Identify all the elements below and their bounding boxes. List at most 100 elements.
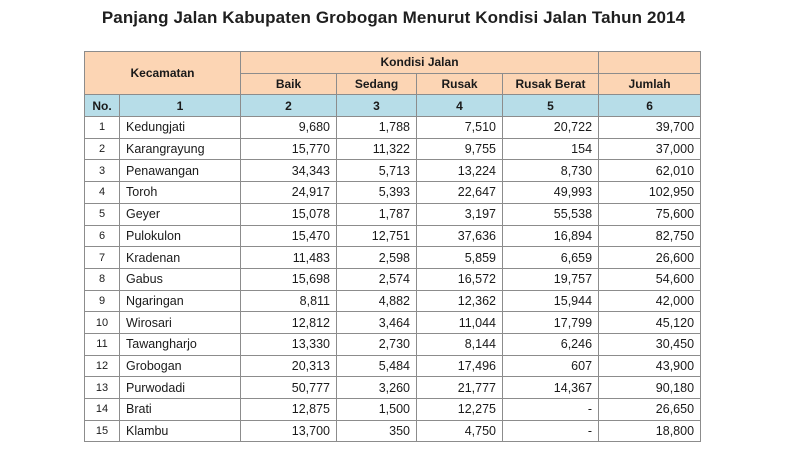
table-row: 4 Toroh 24,917 5,393 22,647 49,993 102,950 xyxy=(84,181,702,204)
rusak-berat-value: 6,246 xyxy=(501,332,600,356)
road-condition-table: Kecamatan Kondisi Jalan Baik Sedang Rusa… xyxy=(84,50,702,443)
kecamatan-name: Klambu xyxy=(119,419,241,443)
rusak-value: 8,144 xyxy=(416,332,503,356)
rusak-value: 37,636 xyxy=(416,224,503,248)
rusak-berat-value: 16,894 xyxy=(501,224,600,248)
header-rusak-berat: Rusak Berat xyxy=(501,72,600,96)
kecamatan-name: Pulokulon xyxy=(119,224,241,248)
baik-value: 15,470 xyxy=(240,224,337,248)
kecamatan-name: Purwodadi xyxy=(119,376,241,399)
table-row: 2 Karangrayung 15,770 11,322 9,755 154 37,000 xyxy=(84,137,702,161)
baik-value: 15,078 xyxy=(240,202,337,226)
row-number: 1 xyxy=(84,116,120,139)
kecamatan-name: Toroh xyxy=(119,181,241,204)
row-number: 9 xyxy=(84,289,120,313)
table-row: 9 Ngaringan 8,811 4,882 12,362 15,944 42,000 xyxy=(84,289,702,313)
table-row: 11 Tawangharjo 13,330 2,730 8,144 6,246 30,450 xyxy=(84,332,702,356)
rusak-value: 11,044 xyxy=(416,311,503,334)
rusak-berat-value: 154 xyxy=(501,137,600,161)
baik-value: 13,330 xyxy=(240,332,337,356)
header-jumlah: Jumlah xyxy=(598,72,702,96)
table-row: 8 Gabus 15,698 2,574 16,572 19,757 54,600 xyxy=(84,267,702,291)
page-title: Panjang Jalan Kabupaten Grobogan Menurut… xyxy=(101,8,686,27)
baik-value: 50,777 xyxy=(240,376,337,399)
sedang-value: 350 xyxy=(336,419,417,443)
kecamatan-name: Gabus xyxy=(119,267,241,291)
jumlah-value: 45,120 xyxy=(598,311,702,334)
baik-value: 11,483 xyxy=(240,246,337,269)
jumlah-value: 75,600 xyxy=(598,202,702,226)
rusak-berat-value: 49,993 xyxy=(501,181,600,204)
header-baik: Baik xyxy=(240,72,337,96)
rusak-value: 16,572 xyxy=(416,267,503,291)
index-col-3: 3 xyxy=(336,94,417,118)
index-col-2: 2 xyxy=(240,94,337,118)
kecamatan-name: Kradenan xyxy=(119,246,241,269)
table-row: 3 Penawangan 34,343 5,713 13,224 8,730 62,010 xyxy=(84,159,702,183)
kecamatan-name: Penawangan xyxy=(119,159,241,183)
rusak-value: 13,224 xyxy=(416,159,503,183)
jumlah-value: 42,000 xyxy=(598,289,702,313)
sedang-value: 4,882 xyxy=(336,289,417,313)
kecamatan-name: Ngaringan xyxy=(119,289,241,313)
table-row: 14 Brati 12,875 1,500 12,275-26,650 xyxy=(84,398,702,421)
jumlah-value: 39,700 xyxy=(598,116,702,139)
row-number: 13 xyxy=(84,376,120,399)
sedang-value: 1,787 xyxy=(336,202,417,226)
sedang-value: 5,393 xyxy=(336,181,417,204)
baik-value: 34,343 xyxy=(240,159,337,183)
table-row: 12 Grobogan 20,313 5,484 17,496 607 43,900 xyxy=(84,354,702,378)
sedang-value: 2,730 xyxy=(336,332,417,356)
row-number: 7 xyxy=(84,246,120,269)
header-blank xyxy=(598,51,702,74)
baik-value: 8,811 xyxy=(240,289,337,313)
baik-value: 13,700 xyxy=(240,419,337,443)
sedang-value: 2,574 xyxy=(336,267,417,291)
jumlah-value: 30,450 xyxy=(598,332,702,356)
sedang-value: 3,260 xyxy=(336,376,417,399)
jumlah-value: 43,900 xyxy=(598,354,702,378)
row-number: 12 xyxy=(84,354,120,378)
jumlah-value: 54,600 xyxy=(598,267,702,291)
sedang-value: 1,788 xyxy=(336,116,417,139)
baik-value: 24,917 xyxy=(240,181,337,204)
header-rusak: Rusak xyxy=(416,72,503,96)
baik-value: 15,770 xyxy=(240,137,337,161)
baik-value: 15,698 xyxy=(240,267,337,291)
jumlah-value: 26,650 xyxy=(598,398,702,421)
rusak-berat-value: 8,730 xyxy=(501,159,600,183)
rusak-berat-value: - xyxy=(501,419,600,443)
kecamatan-name: Kedungjati xyxy=(119,116,241,139)
rusak-berat-value: 6,659 xyxy=(501,246,600,269)
header-kecamatan: Kecamatan xyxy=(84,50,241,96)
sedang-value: 2,598 xyxy=(336,246,417,269)
table-body: 1 Kedungjati 9,680 1,788 7,510 20,722 39,700 2 K… xyxy=(84,116,702,443)
baik-value: 20,313 xyxy=(240,354,337,378)
index-no: No. xyxy=(84,94,120,118)
rusak-value: 4,750 xyxy=(416,419,503,443)
baik-value: 9,680 xyxy=(240,116,337,139)
rusak-berat-value: 14,367 xyxy=(501,376,600,399)
kecamatan-name: Grobogan xyxy=(119,354,241,378)
rusak-berat-value: 607 xyxy=(501,354,600,378)
index-col-1: 1 xyxy=(119,94,241,118)
jumlah-value: 18,800 xyxy=(598,419,702,443)
header-kondisi-jalan: Kondisi Jalan xyxy=(239,51,600,74)
rusak-value: 12,362 xyxy=(416,289,503,313)
kecamatan-name: Geyer xyxy=(119,202,241,226)
kecamatan-name: Wirosari xyxy=(119,311,241,334)
header-sedang: Sedang xyxy=(336,72,417,96)
row-number: 8 xyxy=(84,267,120,291)
table-row: 15 Klambu 13,700 350 4,750-18,800 xyxy=(84,419,702,443)
table-row: 5 Geyer 15,078 1,787 3,197 55,538 75,600 xyxy=(84,202,702,226)
rusak-berat-value: 20,722 xyxy=(501,116,600,139)
table-row: 13 Purwodadi 50,777 3,260 21,777 14,367 90,180 xyxy=(84,376,702,399)
sedang-value: 11,322 xyxy=(336,137,417,161)
row-number: 6 xyxy=(84,224,120,248)
jumlah-value: 82,750 xyxy=(598,224,702,248)
rusak-value: 22,647 xyxy=(416,181,503,204)
row-number: 4 xyxy=(84,181,120,204)
rusak-berat-value: - xyxy=(501,398,600,421)
rusak-value: 7,510 xyxy=(416,116,503,139)
rusak-value: 5,859 xyxy=(416,246,503,269)
